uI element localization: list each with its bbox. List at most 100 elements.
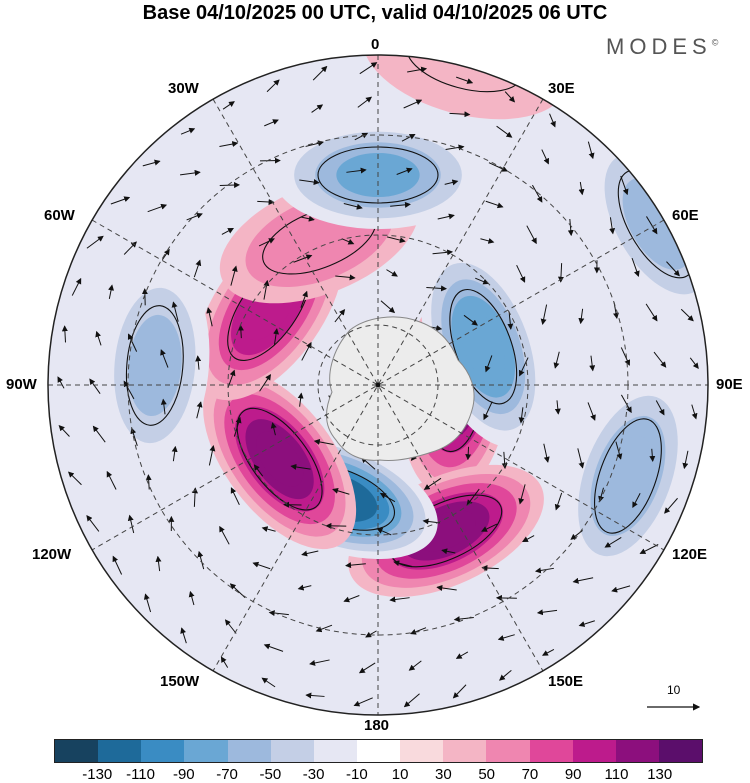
wind-arrow	[127, 514, 135, 534]
wind-arrow	[343, 595, 360, 603]
wind-arrow	[653, 351, 667, 368]
wind-arrow	[161, 248, 170, 261]
lon-label-120e: 120E	[672, 546, 708, 563]
wind-arrow	[432, 249, 454, 256]
wind-arrow	[449, 111, 471, 118]
wind-arrow	[299, 179, 320, 185]
wind-arrow	[543, 443, 550, 463]
wind-arrow	[313, 438, 334, 446]
wind-arrow	[554, 492, 563, 511]
wind-arrow	[95, 330, 102, 346]
wind-arrow	[180, 127, 196, 135]
wind-arrow	[266, 79, 280, 93]
wind-arrow	[309, 659, 330, 666]
wind-arrow	[252, 561, 271, 570]
wind-arrow	[334, 309, 346, 323]
wind-arrow	[577, 448, 585, 469]
wind-arrow	[407, 66, 428, 73]
wind-arrow	[386, 269, 398, 277]
wind-arrow	[258, 238, 275, 247]
colorbar-bin	[313, 740, 357, 762]
wind-arrow	[106, 470, 117, 490]
wind-arrow	[192, 487, 199, 507]
lon-label-120w: 120W	[32, 546, 72, 563]
wind-arrow	[526, 225, 537, 245]
wind-arrow	[311, 104, 324, 113]
wind-arrow	[293, 254, 313, 263]
wind-arrow	[484, 355, 493, 373]
wind-vectors	[57, 62, 699, 708]
wind-arrow	[589, 355, 596, 372]
wind-arrow	[393, 560, 413, 567]
wind-arrow	[682, 450, 689, 470]
wind-arrow	[496, 125, 513, 138]
wind-arrow	[171, 445, 178, 462]
wind-arrow	[196, 401, 203, 419]
wind-arrow	[481, 565, 499, 572]
wind-arrow	[290, 463, 311, 470]
colorbar-tick-label: -50	[259, 766, 282, 783]
colorbar-bin	[486, 740, 530, 762]
colorbar	[54, 739, 703, 763]
wind-arrow	[436, 585, 457, 591]
wind-arrow	[475, 277, 490, 285]
wind-arrow	[253, 464, 264, 477]
colorbar-tick-label: 30	[435, 766, 452, 783]
wind-arrow	[86, 235, 104, 249]
wind-arrow	[664, 497, 678, 514]
wind-arrow	[639, 544, 659, 554]
wind-arrow	[567, 218, 574, 237]
wind-arrow	[615, 441, 623, 460]
wind-arrow	[343, 203, 363, 210]
wind-arrow	[273, 328, 280, 346]
wind-arrow	[497, 634, 515, 641]
graticule	[48, 55, 708, 715]
wind-arrow	[354, 132, 369, 141]
wind-arrow	[230, 487, 240, 506]
wind-arrow	[410, 627, 427, 635]
wind-arrow	[142, 159, 161, 167]
wind-arrow	[259, 373, 272, 392]
wind-arrow	[180, 169, 201, 176]
wind-arrow	[456, 76, 474, 84]
wind-arrow	[463, 314, 478, 326]
wind-arrow	[655, 400, 665, 416]
wind-arrow	[305, 140, 324, 147]
wind-arrow	[145, 474, 152, 490]
wind-arrow	[620, 347, 631, 366]
wind-arrow	[335, 274, 356, 281]
wind-arrow	[437, 213, 455, 220]
wind-arrow	[534, 567, 554, 574]
colorbar-bin	[443, 740, 487, 762]
wind-arrow	[300, 290, 308, 308]
wind-arrow	[499, 669, 512, 681]
colorbar-bin	[141, 740, 185, 762]
wind-arrow	[553, 351, 560, 369]
colorbar-bin	[356, 740, 401, 762]
colorbar-bin	[227, 740, 271, 762]
wind-arrow	[481, 523, 498, 532]
colorbar-tick-label: -10	[346, 766, 368, 783]
streamline	[125, 305, 184, 426]
polar-stereographic-map	[47, 54, 709, 716]
wind-arrow	[353, 697, 373, 707]
colorbar-tick-label: -90	[172, 766, 195, 783]
anomaly-contour	[461, 312, 505, 382]
wind-arrow	[455, 651, 469, 659]
wind-arrow	[465, 446, 472, 461]
wind-arrow	[230, 265, 238, 286]
wind-arrow	[389, 596, 410, 603]
colorbar-tick-label: 110	[604, 766, 629, 783]
wind-arrow	[632, 493, 641, 509]
wind-arrow	[193, 259, 202, 278]
wind-arrow	[620, 394, 632, 414]
lon-label-60e: 60E	[672, 207, 699, 224]
wind-arrow	[666, 261, 680, 277]
wind-arrow	[359, 62, 378, 75]
wind-arrow	[195, 355, 202, 370]
wind-arrow	[426, 285, 448, 292]
wind-arrow	[609, 217, 616, 235]
colorbar-tick-label: 50	[478, 766, 495, 783]
colorbar-bin	[98, 740, 142, 762]
colorbar-tick-label: 70	[521, 766, 539, 783]
